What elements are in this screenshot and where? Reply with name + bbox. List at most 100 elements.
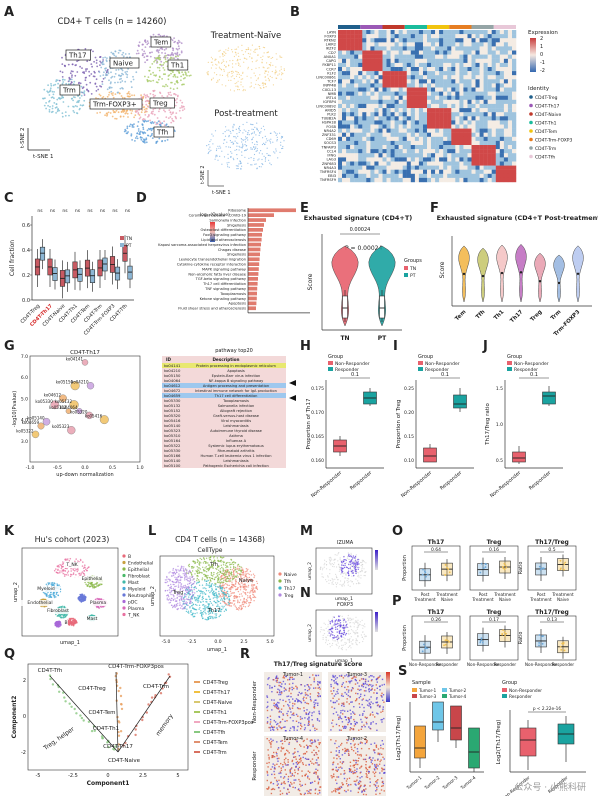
heat-cell	[503, 50, 509, 55]
tsne-cluster-th1-dot	[170, 81, 172, 84]
inset-scatter-1-dot	[251, 164, 253, 166]
heat-cell	[503, 46, 509, 51]
heat-cell	[418, 153, 424, 158]
panelK-ylabel: umap_2	[13, 582, 19, 602]
heat-cell	[431, 83, 436, 88]
heat-cell	[406, 42, 412, 47]
panelI-legend-swatch	[418, 367, 423, 371]
heat-cell	[382, 120, 387, 125]
heat-cell	[471, 99, 476, 105]
inset-scatter-1-dot	[223, 142, 225, 144]
heat-cell	[483, 87, 488, 92]
heat-cell	[370, 87, 375, 92]
heat-cell	[394, 153, 399, 158]
heat-cell	[350, 169, 355, 175]
inset-scatter-0-dot	[271, 70, 273, 73]
inset-scatter-0-dot	[225, 52, 227, 55]
identity-bar-4	[427, 25, 450, 29]
heat-cell	[423, 54, 428, 59]
panel-label-G: G	[4, 339, 15, 354]
heat-cell	[455, 177, 460, 183]
inset-scatter-1-dot	[258, 134, 260, 136]
heat-cell	[443, 136, 448, 142]
heat-cell	[374, 132, 379, 138]
heat-cell	[374, 42, 379, 47]
heat-cell	[459, 161, 464, 166]
heat-cell	[435, 120, 440, 125]
heat-cell	[451, 165, 456, 170]
inset-scatter-1-dot	[245, 130, 247, 132]
heat-cell	[390, 112, 395, 117]
heat-cell	[443, 108, 448, 113]
heat-cell	[475, 112, 480, 117]
heat-cell	[346, 145, 351, 150]
tsne-cluster-trm-foxp3+-dot	[128, 93, 131, 95]
tsne-cluster-tem-dot	[160, 60, 163, 63]
inset-scatter-1-dot	[270, 138, 272, 140]
panelG-table-header: Description	[212, 357, 239, 362]
heat-cell	[491, 136, 496, 142]
heat-cell	[342, 108, 347, 113]
heat-cell	[443, 46, 448, 51]
inset-scatter-1-dot	[268, 154, 270, 156]
heat-cell	[479, 79, 484, 84]
heat-cell	[487, 42, 492, 47]
heat-cell	[512, 87, 517, 92]
heat-cell	[386, 46, 391, 51]
tsne-cluster-tem-dot	[171, 51, 174, 54]
heat-cell	[512, 124, 517, 129]
inset-scatter-0-dot	[238, 64, 240, 66]
heat-cell	[362, 169, 367, 175]
tsne-cluster-tem-dot	[174, 52, 177, 55]
heat-cell	[483, 177, 488, 183]
tsne-cluster-trm-dot	[47, 104, 49, 107]
heat-cell	[354, 120, 359, 125]
heat-cell	[398, 177, 403, 183]
panelK-cluster-dot	[81, 565, 84, 567]
tsne-cluster-naive-dot	[100, 66, 103, 69]
heat-cell	[427, 95, 432, 101]
heat-cell	[338, 161, 343, 166]
tsne-cluster-naive-dot	[115, 55, 117, 58]
heat-cell	[338, 46, 343, 51]
panelF-median-dot	[519, 271, 523, 274]
heat-cell	[358, 67, 363, 72]
heat-cell	[398, 95, 403, 101]
heat-cell	[483, 67, 488, 72]
tsne-cluster-th1-dot	[163, 85, 166, 88]
panelK-cluster-dot	[53, 596, 56, 599]
heat-cell	[390, 177, 395, 183]
tsne-cluster-tem-dot	[177, 39, 180, 42]
heat-cell	[479, 30, 484, 35]
heat-cell	[491, 79, 496, 84]
heat-cell	[358, 136, 363, 142]
heat-cell	[451, 169, 456, 175]
heat-cell	[491, 116, 496, 121]
heat-cell	[394, 79, 399, 84]
inset-scatter-1-dot	[274, 152, 276, 154]
heat-cell	[487, 99, 492, 105]
heat-cell	[499, 34, 505, 39]
inset-scatter-1-dot	[275, 148, 277, 150]
tsne-cluster-naive-dot	[118, 74, 120, 77]
heat-cell	[414, 67, 420, 72]
heat-cell	[398, 46, 403, 51]
heat-cell	[366, 46, 371, 51]
tsne-cluster-tfh-dot	[142, 120, 145, 122]
heat-cell	[443, 132, 448, 138]
heat-cell	[350, 83, 355, 88]
inset-scatter-1-dot	[266, 153, 268, 155]
tsne-cluster-th17-dot	[72, 70, 74, 73]
heat-cell	[435, 124, 440, 129]
heat-cell	[427, 30, 432, 35]
tsne-cluster-naive-dot	[111, 75, 114, 78]
panelD-category: Toxoplasmosis	[219, 292, 246, 296]
heat-cell	[370, 91, 375, 96]
heat-cell	[410, 124, 416, 129]
heat-cell	[366, 91, 371, 96]
heat-cell	[427, 91, 432, 96]
heat-cell	[414, 91, 420, 96]
heat-cell	[491, 157, 496, 162]
heat-cell	[366, 71, 371, 76]
heat-cell	[354, 46, 359, 51]
